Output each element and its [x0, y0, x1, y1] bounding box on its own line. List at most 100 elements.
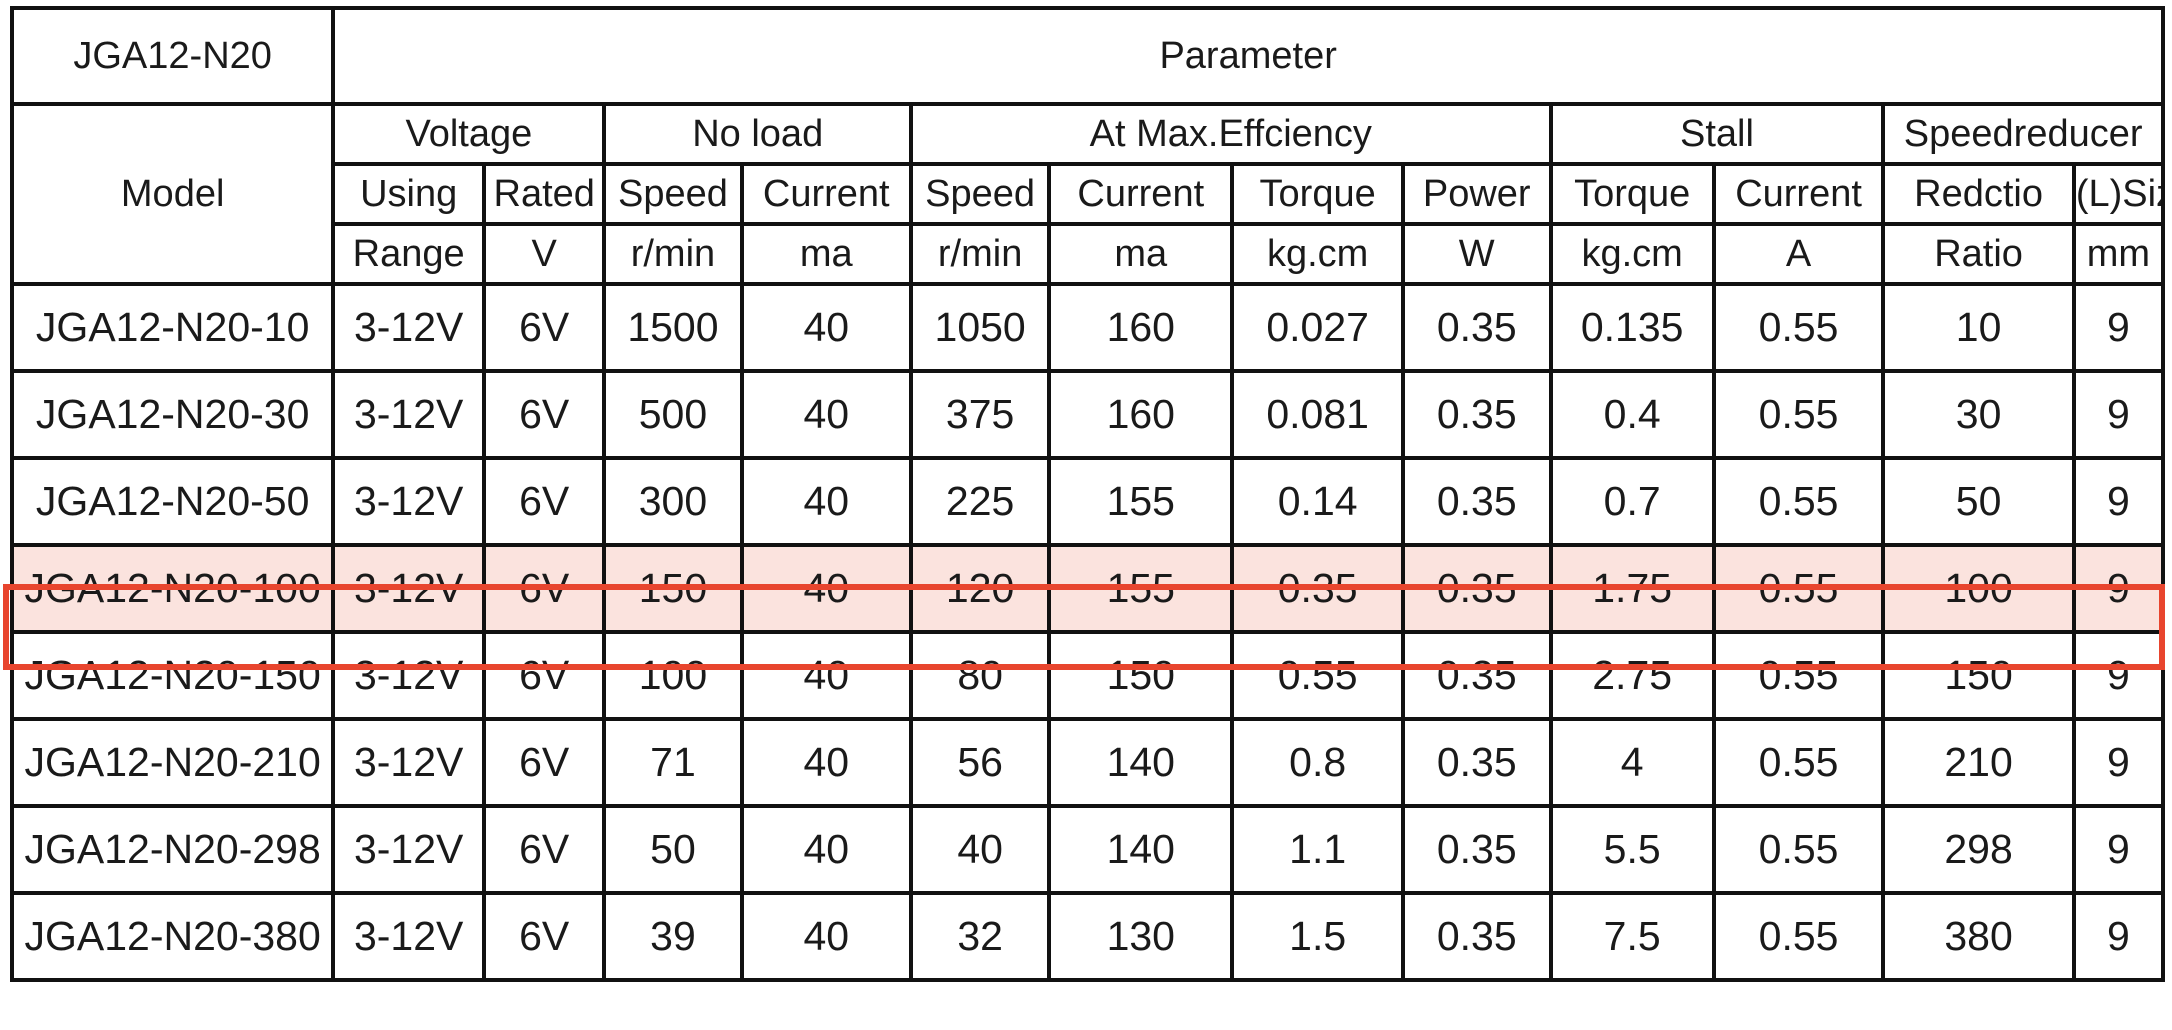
- table-cell: 1500: [602, 282, 744, 373]
- table-cell: 40: [739, 630, 914, 721]
- speedreducer-group-header: Speedreducer: [1881, 102, 2165, 166]
- column-subheader: Rated: [482, 162, 607, 226]
- table-row: JGA12-N20-380 3-12V 6V 39 40 32 130 1.5 0.35 7.5 0…: [9, 891, 2166, 982]
- table-cell: 0.7: [1548, 456, 1716, 547]
- table-cell: 0.55: [1711, 369, 1886, 460]
- table-cell: 2.75: [1548, 630, 1716, 721]
- table-cell: 150: [1881, 630, 2076, 721]
- table-cell: 0.35: [1400, 543, 1553, 634]
- table-cell: 40: [739, 717, 914, 808]
- table-cell: 300: [602, 456, 744, 547]
- model-name-cell: JGA12-N20-380: [9, 891, 336, 982]
- table-cell: 5.5: [1548, 804, 1716, 895]
- table-cell: 9: [2071, 717, 2166, 808]
- table-cell: 0.35: [1400, 717, 1553, 808]
- table-cell: 30: [1881, 369, 2076, 460]
- table-cell: 0.35: [1400, 456, 1553, 547]
- series-title: JGA12-N20: [9, 6, 336, 106]
- column-subheader: Current: [1711, 162, 1886, 226]
- column-unit: Ratio: [1881, 222, 2076, 286]
- column-subheader: Torque: [1230, 162, 1405, 226]
- table-cell: 0.027: [1230, 282, 1405, 373]
- table-row: JGA12-N20-30 3-12V 6V 500 40 375 160 0.081 0.35 0…: [9, 369, 2166, 460]
- table-cell: 39: [602, 891, 744, 982]
- table-cell: 500: [602, 369, 744, 460]
- table-cell: 56: [909, 717, 1052, 808]
- column-subheader: Power: [1400, 162, 1553, 226]
- table-cell: 50: [1881, 456, 2076, 547]
- stall-group-header: Stall: [1548, 102, 1886, 166]
- table-cell: 3-12V: [331, 456, 487, 547]
- table-cell: 140: [1047, 804, 1235, 895]
- table-cell: 6V: [482, 456, 607, 547]
- column-unit: mm: [2071, 222, 2166, 286]
- highlighted-table-row: JGA12-N20-100 3-12V 6V 150 40 120 155 0.35 0.35 1…: [9, 543, 2166, 634]
- table-cell: 6V: [482, 891, 607, 982]
- table-cell: 160: [1047, 369, 1235, 460]
- model-name-cell: JGA12-N20-210: [9, 717, 336, 808]
- table-cell: 6V: [482, 804, 607, 895]
- column-unit: r/min: [602, 222, 744, 286]
- table-cell: 9: [2071, 891, 2166, 982]
- table-cell: 1.5: [1230, 891, 1405, 982]
- table-cell: 0.55: [1230, 630, 1405, 721]
- column-unit: A: [1711, 222, 1886, 286]
- table-cell: 1050: [909, 282, 1052, 373]
- model-name-cell: JGA12-N20-298: [9, 804, 336, 895]
- table-cell: 6V: [482, 543, 607, 634]
- table-cell: 32: [909, 891, 1052, 982]
- column-subheader: Using: [331, 162, 487, 226]
- column-unit: ma: [739, 222, 914, 286]
- table-cell: 210: [1881, 717, 2076, 808]
- model-header: Model: [9, 102, 336, 286]
- table-cell: 3-12V: [331, 282, 487, 373]
- table-cell: 9: [2071, 630, 2166, 721]
- column-unit: ma: [1047, 222, 1235, 286]
- table-cell: 0.55: [1711, 282, 1886, 373]
- table-cell: 0.35: [1400, 804, 1553, 895]
- table-cell: 100: [602, 630, 744, 721]
- table-cell: 40: [739, 369, 914, 460]
- table-cell: 0.35: [1400, 282, 1553, 373]
- table-cell: 150: [602, 543, 744, 634]
- table-cell: 3-12V: [331, 543, 487, 634]
- column-subheader: (L)Size: [2071, 162, 2166, 226]
- table-cell: 3-12V: [331, 717, 487, 808]
- column-subheader: Speed: [909, 162, 1052, 226]
- table-cell: 6V: [482, 369, 607, 460]
- table-cell: 100: [1881, 543, 2076, 634]
- column-unit: kg.cm: [1548, 222, 1716, 286]
- table-cell: 130: [1047, 891, 1235, 982]
- table-cell: 50: [602, 804, 744, 895]
- table-cell: 0.55: [1711, 717, 1886, 808]
- table-cell: 0.35: [1400, 891, 1553, 982]
- table-cell: 9: [2071, 456, 2166, 547]
- model-name-cell: JGA12-N20-100: [9, 543, 336, 634]
- table-cell: 6V: [482, 630, 607, 721]
- table-cell: 3-12V: [331, 891, 487, 982]
- spec-table: JGA12-N20 Parameter Model Voltage No loa…: [9, 6, 2166, 982]
- table-cell: 40: [739, 456, 914, 547]
- table-cell: 0.55: [1711, 543, 1886, 634]
- table-cell: 0.35: [1230, 543, 1405, 634]
- table-cell: 120: [909, 543, 1052, 634]
- table-cell: 0.4: [1548, 369, 1716, 460]
- column-subheader: Current: [739, 162, 914, 226]
- table-cell: 3-12V: [331, 369, 487, 460]
- max-efficiency-group-header: At Max.Effciency: [909, 102, 1553, 166]
- table-cell: 0.55: [1711, 630, 1886, 721]
- table-cell: 160: [1047, 282, 1235, 373]
- table-cell: 6V: [482, 717, 607, 808]
- table-cell: 71: [602, 717, 744, 808]
- column-unit: Range: [331, 222, 487, 286]
- table-cell: 155: [1047, 543, 1235, 634]
- table-cell: 0.55: [1711, 804, 1886, 895]
- model-name-cell: JGA12-N20-50: [9, 456, 336, 547]
- table-cell: 0.135: [1548, 282, 1716, 373]
- table-cell: 3-12V: [331, 630, 487, 721]
- model-name-cell: JGA12-N20-10: [9, 282, 336, 373]
- column-subheader: Redctio: [1881, 162, 2076, 226]
- table-row: JGA12-N20-10 3-12V 6V 1500 40 1050 160 0.027 0.3…: [9, 282, 2166, 373]
